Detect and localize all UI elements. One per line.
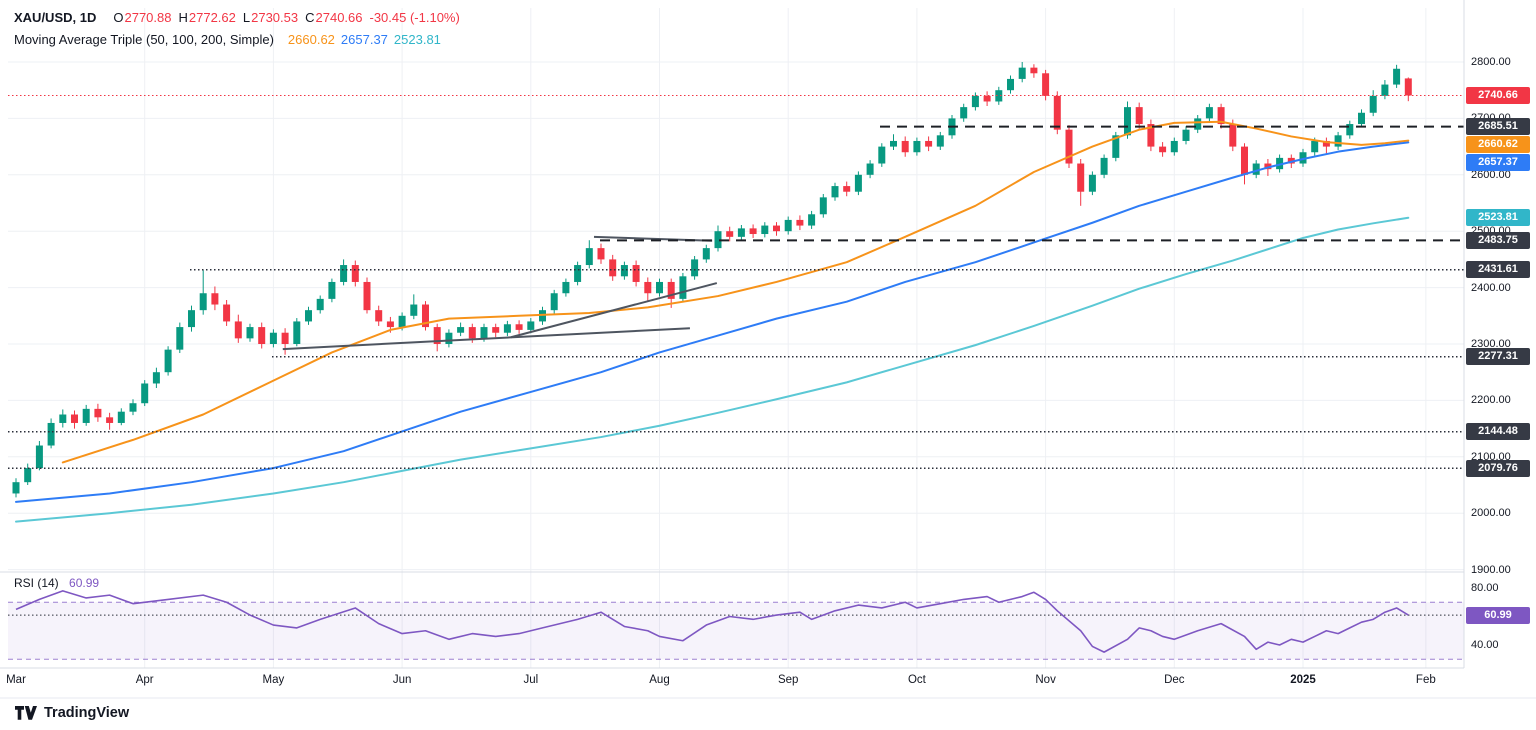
symbol-ohlc-row[interactable]: XAU/USD, 1D O 2770.88 H 2772.62 L 2730.5… xyxy=(14,8,460,27)
price-tick-label: 2400.00 xyxy=(1471,281,1511,294)
price-label-badge: 2685.51 xyxy=(1466,118,1530,136)
rsi-legend[interactable]: RSI (14) 60.99 xyxy=(14,576,99,590)
time-axis[interactable]: Mar Apr May Jun Jul Aug Sep Oct Nov Dec 2025 Feb xyxy=(0,668,1464,698)
symbol-title[interactable]: XAU/USD, 1D xyxy=(14,10,97,25)
rsi-tick-label: 80.00 xyxy=(1471,582,1499,594)
tradingview-logo-icon xyxy=(15,706,37,720)
brand-name: TradingView xyxy=(44,705,130,721)
ohlc-low-value: 2730.53 xyxy=(251,10,299,25)
ohlc-low-label: L xyxy=(242,10,251,25)
price-label-badge: 2277.31 xyxy=(1466,348,1530,366)
time-axis-label: Feb xyxy=(1415,674,1436,686)
price-label-badge: 2079.76 xyxy=(1466,459,1530,477)
indicator-legend-row[interactable]: Moving Average Triple (50, 100, 200, Sim… xyxy=(14,30,460,49)
ohlc-close-label: C xyxy=(305,10,315,25)
time-axis-label: Mar xyxy=(6,674,26,686)
time-axis-label: Dec xyxy=(1164,674,1185,686)
price-tick-label: 1900.00 xyxy=(1471,563,1511,576)
price-tick-label: 2000.00 xyxy=(1471,507,1511,520)
price-tick-label: 2200.00 xyxy=(1471,394,1511,407)
ma100-value: 2657.37 xyxy=(340,32,388,47)
indicator-name[interactable]: Moving Average Triple (50, 100, 200, Sim… xyxy=(14,32,274,47)
price-label-badge: 2660.62 xyxy=(1466,136,1530,154)
ohlc-open-label: O xyxy=(113,10,124,25)
rsi-current-value: 60.99 xyxy=(69,576,100,590)
price-label-badge: 2431.61 xyxy=(1466,261,1530,279)
price-label-badge: 2144.48 xyxy=(1466,423,1530,441)
rsi-tick-label: 40.00 xyxy=(1471,639,1499,651)
price-change-value: -30.45 (-1.10%) xyxy=(369,10,460,25)
time-axis-label: Oct xyxy=(907,674,926,686)
price-label-badge: 2657.37 xyxy=(1466,154,1530,172)
time-axis-label: May xyxy=(262,674,285,686)
time-axis-label: Jul xyxy=(523,674,539,686)
ma50-value: 2660.62 xyxy=(287,32,335,47)
ohlc-close-value: 2740.66 xyxy=(315,10,363,25)
time-axis-label: Jun xyxy=(392,674,412,686)
rsi-value-badge: 60.99 xyxy=(1466,606,1530,624)
price-label-badge: 2523.81 xyxy=(1466,209,1530,227)
price-tick-label: 2600.00 xyxy=(1471,168,1511,181)
rsi-indicator-name[interactable]: RSI (14) xyxy=(14,576,59,590)
time-axis-label: Sep xyxy=(777,674,799,686)
brand-footer[interactable]: TradingView xyxy=(14,703,129,723)
price-label-badge: 2483.75 xyxy=(1466,231,1530,249)
ma200-value: 2523.81 xyxy=(393,32,441,47)
time-axis-label: 2025 xyxy=(1290,674,1316,686)
price-axis[interactable]: 2800.002700.002600.002500.002400.002300.… xyxy=(1464,0,1536,668)
ohlc-high-value: 2772.62 xyxy=(188,10,236,25)
time-axis-label: Aug xyxy=(649,674,670,686)
price-label-badge: 2740.66 xyxy=(1466,86,1530,104)
price-tick-label: 2800.00 xyxy=(1471,56,1511,68)
time-axis-label: Apr xyxy=(135,674,154,686)
price-tick-label: 2300.00 xyxy=(1471,338,1511,350)
ohlc-open-value: 2770.88 xyxy=(124,10,172,25)
chart-legend: XAU/USD, 1D O 2770.88 H 2772.62 L 2730.5… xyxy=(14,8,460,49)
time-axis-label: Nov xyxy=(1035,674,1056,686)
ohlc-high-label: H xyxy=(178,10,188,25)
